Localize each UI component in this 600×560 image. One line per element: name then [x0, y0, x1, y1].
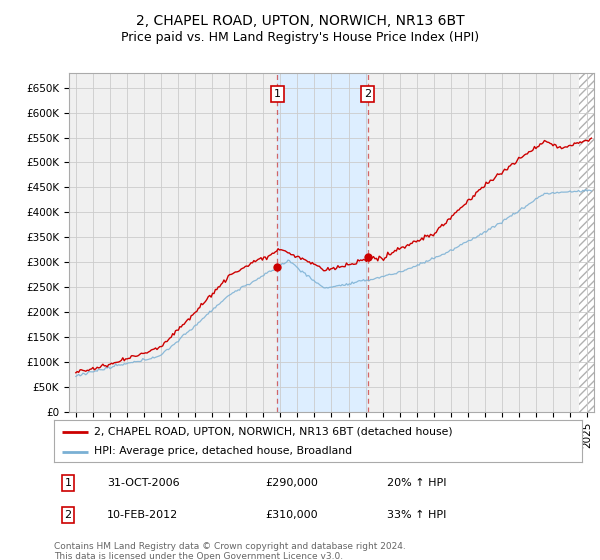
Text: 20% ↑ HPI: 20% ↑ HPI	[386, 478, 446, 488]
Text: 33% ↑ HPI: 33% ↑ HPI	[386, 510, 446, 520]
Text: Contains HM Land Registry data © Crown copyright and database right 2024.
This d: Contains HM Land Registry data © Crown c…	[54, 542, 406, 560]
Text: 2: 2	[364, 88, 371, 99]
Text: 31-OCT-2006: 31-OCT-2006	[107, 478, 179, 488]
Text: 1: 1	[274, 88, 281, 99]
Text: Price paid vs. HM Land Registry's House Price Index (HPI): Price paid vs. HM Land Registry's House …	[121, 31, 479, 44]
Text: 2: 2	[65, 510, 71, 520]
Text: 10-FEB-2012: 10-FEB-2012	[107, 510, 178, 520]
Text: 2, CHAPEL ROAD, UPTON, NORWICH, NR13 6BT (detached house): 2, CHAPEL ROAD, UPTON, NORWICH, NR13 6BT…	[94, 427, 452, 437]
Text: HPI: Average price, detached house, Broadland: HPI: Average price, detached house, Broa…	[94, 446, 352, 456]
Text: £290,000: £290,000	[265, 478, 318, 488]
Bar	[277, 73, 368, 412]
Text: £310,000: £310,000	[265, 510, 318, 520]
Bar	[578, 73, 594, 412]
Text: 2, CHAPEL ROAD, UPTON, NORWICH, NR13 6BT: 2, CHAPEL ROAD, UPTON, NORWICH, NR13 6BT	[136, 14, 464, 28]
Text: 1: 1	[65, 478, 71, 488]
